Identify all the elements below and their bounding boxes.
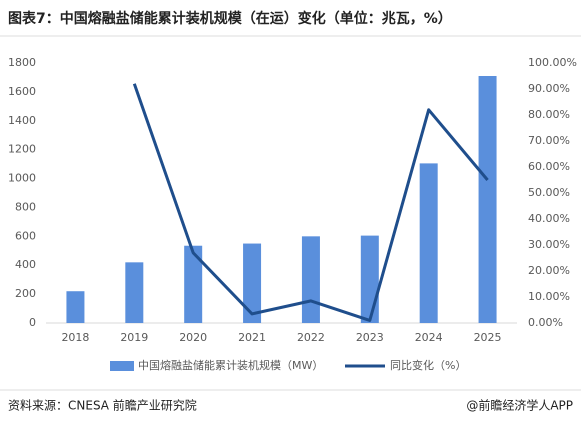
bar — [419, 163, 438, 323]
y2-tick-label: 40.00% — [528, 212, 570, 225]
bar — [243, 243, 262, 323]
x-tick-label: 2020 — [179, 331, 207, 344]
y-tick-label: 200 — [15, 287, 36, 300]
bar — [125, 262, 144, 323]
bar — [66, 291, 85, 323]
x-tick-label: 2018 — [61, 331, 89, 344]
line — [132, 83, 489, 322]
y-tick-label: 600 — [15, 229, 36, 242]
x-tick-label: 2025 — [474, 331, 502, 344]
y-tick-label: 400 — [15, 258, 36, 271]
y2-tick-label: 20.00% — [528, 264, 570, 277]
legend-label: 中国熔融盐储能累计装机规模（MW） — [138, 358, 323, 372]
y2-tick-label: 60.00% — [528, 160, 570, 173]
y2-tick-label: 90.00% — [528, 82, 570, 95]
x-tick-label: 2023 — [356, 331, 384, 344]
x-tick-label: 2019 — [120, 331, 148, 344]
x-tick-label: 2021 — [238, 331, 266, 344]
bar — [360, 235, 379, 323]
y-tick-label: 800 — [15, 200, 36, 213]
chart-title: 图表7：中国熔融盐储能累计装机规模（在运）变化（单位：兆瓦，%） — [8, 10, 452, 27]
y2-tick-label: 80.00% — [528, 108, 570, 121]
y-tick-label: 1800 — [8, 56, 36, 69]
bar — [184, 245, 203, 323]
x-tick-label: 2024 — [415, 331, 443, 344]
y2-tick-label: 30.00% — [528, 238, 570, 251]
y-tick-label: 1400 — [8, 114, 36, 127]
y2-tick-label: 50.00% — [528, 186, 570, 199]
x-tick-label: 2022 — [297, 331, 325, 344]
legend-swatch — [110, 361, 134, 371]
credit: @前瞻经济学人APP — [466, 398, 573, 413]
y2-tick-label: 10.00% — [528, 290, 570, 303]
legend-label: 同比变化（%） — [390, 358, 466, 372]
bar — [478, 76, 497, 323]
y-tick-label: 1600 — [8, 85, 36, 98]
bar — [301, 236, 320, 323]
y2-tick-label: 100.00% — [528, 56, 577, 69]
y-tick-label: 1200 — [8, 143, 36, 156]
y-tick-label: 0 — [29, 316, 36, 329]
source: 资料来源：CNESA 前瞻产业研究院 — [8, 398, 197, 413]
y2-tick-label: 70.00% — [528, 134, 570, 147]
y-tick-label: 1000 — [8, 172, 36, 185]
y2-tick-label: 0.00% — [528, 316, 563, 329]
